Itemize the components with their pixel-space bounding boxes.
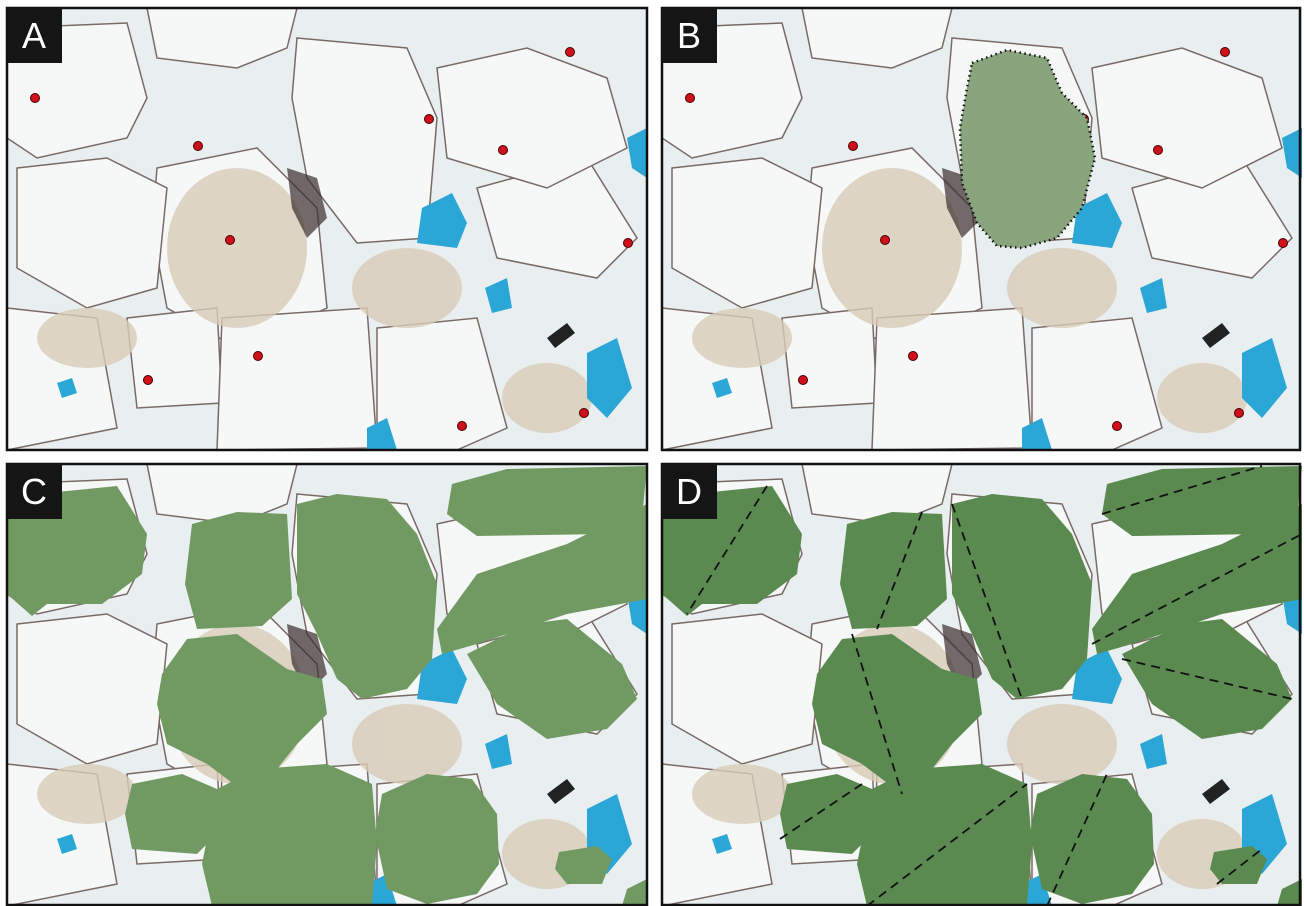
panel-label: A [22,15,46,56]
panel-a: A [7,8,647,450]
page: A B C D (() => { const data = JSON.parse… [0,0,1304,906]
panel-c: C [7,464,647,906]
panel-label: C [21,471,47,512]
figure: A B C D [0,0,1304,906]
panel-d: D [662,464,1302,906]
panel-label: B [677,15,701,56]
panel-b: B [662,8,1302,450]
panel-label: D [676,471,702,512]
